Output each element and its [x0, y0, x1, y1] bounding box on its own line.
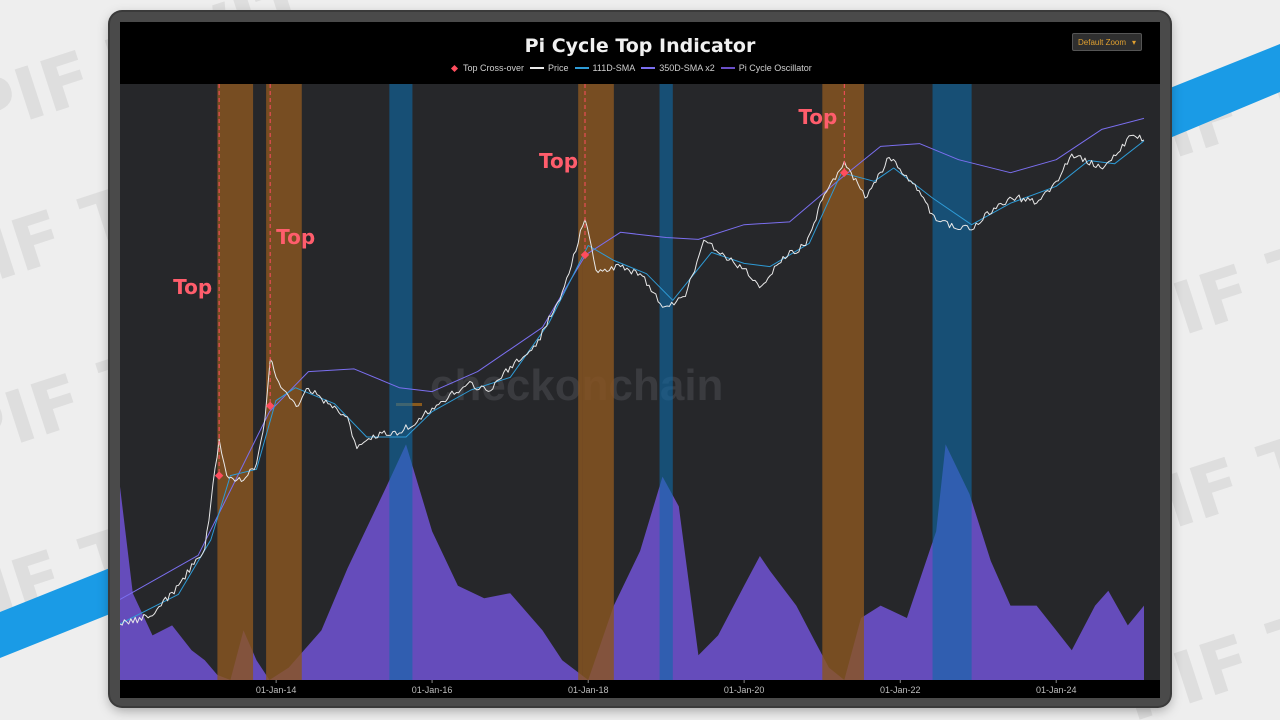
top-label: Top [798, 105, 837, 129]
top-label: Top [276, 225, 315, 249]
x-tick-label: 01-Jan-20 [724, 685, 765, 695]
chart-plot: checkonchain Top Top Top Top [120, 84, 1160, 680]
top-label: Top [173, 275, 212, 299]
default-zoom-label: Default Zoom [1078, 38, 1127, 47]
legend-item-price[interactable]: Price [530, 63, 569, 73]
series-350d-sma-x2 [120, 117, 1145, 600]
x-tick-label: 01-Jan-18 [568, 685, 609, 695]
chart-watermark: checkonchain [430, 361, 723, 410]
bottom-zone [389, 84, 413, 680]
top-zone [582, 84, 614, 680]
series-111d-sma [120, 140, 1145, 625]
line-swatch-icon [720, 67, 735, 69]
x-axis-ticks: 01-Jan-14 01-Jan-16 01-Jan-18 01-Jan-20 01-J… [256, 680, 1077, 695]
chart-legend: Top Cross-over Price 111D-SMA 350D-SMA x2 Pi… [450, 61, 812, 75]
legend-label: 111D-SMA [592, 63, 636, 73]
line-swatch-icon [574, 67, 589, 69]
x-tick-label: 01-Jan-16 [412, 685, 453, 695]
top-zone [822, 84, 864, 680]
legend-item-350d-sma-x2[interactable]: 350D-SMA x2 [641, 63, 715, 73]
top-zone [266, 84, 302, 680]
legend-label: Pi Cycle Oscillator [738, 63, 812, 73]
top-crossover-marker [265, 401, 275, 411]
diamond-marker-icon [450, 64, 459, 72]
x-tick-label: 01-Jan-22 [880, 685, 921, 695]
default-zoom-button[interactable]: Default Zoom ▾ [1072, 33, 1142, 51]
x-tick-label: 01-Jan-14 [256, 685, 297, 695]
line-swatch-icon [530, 67, 545, 69]
legend-label: Top Cross-over [463, 63, 525, 73]
line-swatch-icon [641, 67, 656, 69]
caret-down-icon: ▾ [1131, 38, 1136, 47]
chart-header: Pi Cycle Top Indicator Default Zoom ▾ To… [120, 22, 1160, 84]
chart-screen: Pi Cycle Top Indicator Default Zoom ▾ To… [120, 22, 1160, 698]
top-zone [217, 84, 254, 680]
top-zone [578, 84, 583, 680]
legend-item-top-cross-over[interactable]: Top Cross-over [450, 63, 524, 73]
top-label: Top [539, 149, 578, 173]
legend-label: 350D-SMA x2 [659, 63, 715, 73]
x-tick-label: 01-Jan-24 [1036, 685, 1077, 695]
series-pi-cycle-oscillator [120, 444, 1144, 680]
legend-item-pi-cycle-oscillator[interactable]: Pi Cycle Oscillator [720, 63, 812, 73]
accent-stripe-left [0, 556, 140, 658]
chart-title: Pi Cycle Top Indicator [524, 35, 756, 57]
x-axis: 01-Jan-14 01-Jan-16 01-Jan-18 01-Jan-20 01-J… [120, 680, 1160, 698]
accent-stripe-right [1165, 44, 1280, 140]
top-crossover-marker [214, 471, 224, 480]
bottom-zone [932, 84, 972, 680]
legend-item-111d-sma[interactable]: 111D-SMA [574, 63, 636, 73]
series-price [120, 134, 1145, 626]
bottom-zone [659, 84, 673, 680]
legend-label: Price [548, 63, 569, 73]
